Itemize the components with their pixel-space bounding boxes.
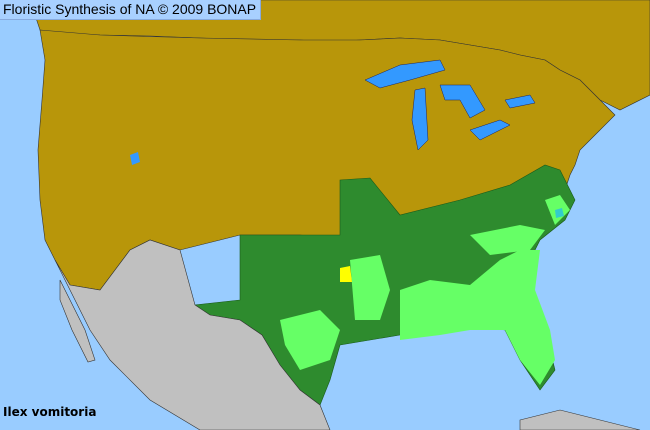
adventive-county: [555, 208, 564, 218]
map-title: Floristic Synthesis of NA © 2009 BONAP: [0, 0, 262, 20]
mexico-region: [54, 239, 331, 430]
species-name: Ilex vomitoria: [3, 405, 97, 419]
native-county-patches: [280, 195, 570, 385]
special-county: [340, 266, 352, 282]
baja-peninsula: [59, 279, 96, 363]
cuba-region: [519, 409, 641, 430]
great-salt-lake: [130, 152, 140, 165]
great-lakes: [364, 59, 536, 151]
